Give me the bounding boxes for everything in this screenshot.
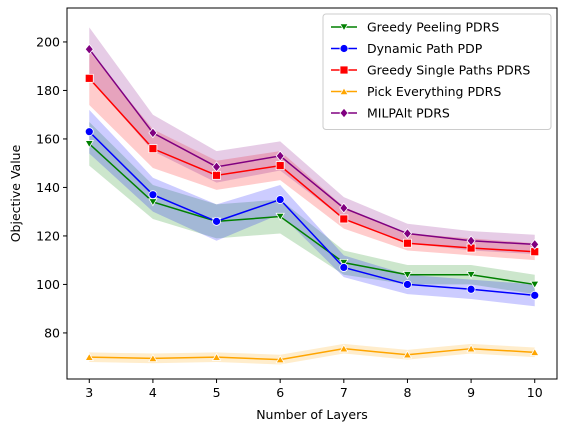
pick-everything-pdrs-point (466, 344, 476, 353)
x-tick-label: 3 (85, 385, 93, 400)
dynamic-path-pdp-point (275, 195, 285, 204)
dynamic-path-pdp-band (89, 109, 535, 307)
greedy-single-paths-pdrs-point (403, 238, 412, 248)
dynamic-path-pdp-point (466, 284, 476, 294)
x-tick-label: 8 (403, 385, 411, 400)
dynamic-path-pdp-point (339, 263, 349, 272)
milpalt-pdrs-point (275, 150, 285, 162)
legend-milpalt-pdrs-label: MILPAlt PDRS (367, 106, 450, 121)
greedy-single-paths-pdrs-point (339, 214, 349, 224)
legend-greedy-single-paths-pdrs-label: Greedy Single Paths PDRS (367, 63, 530, 78)
y-tick-label: 200 (36, 34, 60, 49)
y-axis-ticks: 80 100 120 140 160 180 200 (36, 34, 67, 340)
milpalt-pdrs-point (466, 235, 476, 247)
pick-everything-pdrs-point (148, 353, 158, 362)
x-tick-label: 9 (467, 385, 475, 400)
series-markers (84, 43, 540, 364)
legend-milpalt-pdrs-marker (339, 107, 349, 119)
legend-pick-everything-pdrs-label: Pick Everything PDRS (367, 84, 501, 99)
y-tick-label: 80 (44, 325, 60, 340)
x-tick-label: 5 (213, 385, 221, 400)
greedy-peeling-pdrs-point (466, 271, 476, 280)
milpalt-pdrs-point (84, 43, 94, 55)
y-tick-label: 160 (36, 131, 60, 146)
y-tick-label: 120 (36, 228, 60, 243)
legend-dynamic-path-pdp-marker (339, 44, 349, 53)
milpalt-pdrs-band (89, 27, 535, 255)
series-lines (88, 48, 535, 361)
y-tick-label: 100 (36, 277, 60, 292)
greedy-peeling-pdrs-point (339, 259, 349, 267)
greedy-peeling-pdrs-point (84, 140, 94, 149)
dynamic-path-pdp-line (88, 131, 535, 297)
greedy-single-paths-pdrs-point (275, 161, 285, 171)
pick-everything-pdrs-point (275, 355, 285, 364)
greedy-single-paths-pdrs-band (89, 51, 535, 261)
milpalt-pdrs-point (339, 202, 349, 214)
milpalt-pdrs-point (148, 127, 158, 139)
pick-everything-pdrs-point (339, 344, 349, 353)
legend-greedy-peeling-pdrs-label: Greedy Peeling PDRS (367, 20, 499, 35)
y-tick-label: 180 (36, 83, 60, 98)
milpalt-pdrs-point (212, 161, 222, 173)
x-tick-label: 6 (276, 385, 284, 400)
dynamic-path-pdp-point (148, 190, 158, 200)
milpalt-pdrs-point (402, 228, 412, 239)
plot-frame (66, 7, 558, 380)
x-tick-label: 7 (340, 385, 348, 400)
legend-greedy-single-paths-pdrs-marker (339, 65, 349, 75)
y-axis-label: Objective Value (8, 144, 23, 242)
milpalt-pdrs-point (530, 238, 540, 250)
pick-everything-pdrs-point (211, 352, 222, 361)
greedy-peeling-pdrs-line (88, 143, 535, 286)
dynamic-path-pdp-point (212, 216, 221, 226)
greedy-peeling-pdrs-point (530, 280, 540, 289)
greedy-single-paths-pdrs-point (212, 170, 221, 180)
y-tick-label: 140 (36, 180, 60, 195)
pick-everything-pdrs-line (89, 347, 535, 361)
x-axis-label: Number of Layers (256, 407, 368, 422)
legend-box (322, 13, 552, 130)
x-tick-label: 10 (527, 385, 543, 400)
pick-everything-pdrs-point (530, 347, 540, 356)
greedy-single-paths-pdrs-point (84, 73, 94, 83)
legend-pick-everything-pdrs-marker (339, 87, 349, 96)
dynamic-path-pdp-point (403, 280, 412, 289)
pick-everything-pdrs-point (402, 350, 413, 359)
legend-greedy-peeling-pdrs-marker (339, 23, 349, 32)
greedy-single-paths-pdrs-line (88, 77, 535, 253)
dynamic-path-pdp-point (84, 127, 94, 137)
milpalt-pdrs-line (88, 48, 535, 246)
greedy-peeling-pdrs-point (402, 271, 413, 280)
legend-dynamic-path-pdp-label: Dynamic Path PDP (367, 41, 483, 56)
x-axis-ticks: 3 4 5 6 7 8 9 10 (85, 379, 543, 400)
pick-everything-pdrs-point (84, 352, 94, 361)
legend: Greedy Peeling PDRS Dynamic Path PDP Greed… (322, 13, 552, 130)
x-tick-label: 4 (149, 385, 157, 400)
greedy-single-paths-pdrs-point (148, 144, 158, 154)
dynamic-path-pdp-point (530, 290, 540, 300)
greedy-peeling-pdrs-point (275, 212, 285, 221)
